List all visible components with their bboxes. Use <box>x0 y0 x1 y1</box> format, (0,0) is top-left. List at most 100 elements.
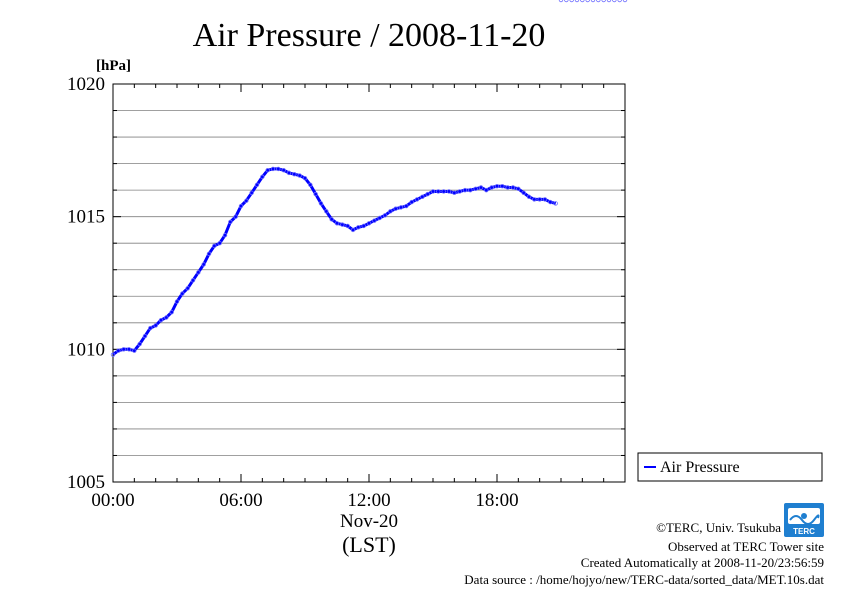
y-tick-labels: 1005 1010 1015 1020 <box>67 74 105 493</box>
data-point <box>265 168 270 173</box>
data-point <box>206 251 212 257</box>
data-point <box>441 189 446 194</box>
data-point <box>329 217 334 222</box>
data-point <box>542 197 548 202</box>
data-point <box>270 166 276 172</box>
data-point <box>148 325 153 331</box>
data-point <box>585 0 590 3</box>
data-point <box>473 186 478 192</box>
data-point <box>393 206 398 211</box>
data-point <box>185 286 190 291</box>
data-point <box>324 209 329 214</box>
plot-frame <box>112 83 626 483</box>
x-date-label: Nov-20 <box>340 511 398 532</box>
legend-label-air-pressure: Air Pressure <box>660 459 740 476</box>
x-tick-label: 18:00 <box>475 490 518 511</box>
data-point <box>558 0 564 3</box>
observed-text: Observed at TERC Tower site <box>668 539 824 554</box>
data-point <box>601 0 606 3</box>
data-point <box>388 209 393 214</box>
data-point <box>238 203 244 209</box>
data-point <box>356 225 361 230</box>
data-point <box>500 183 505 189</box>
data-point <box>260 174 265 180</box>
data-point <box>286 170 292 176</box>
data-point <box>334 221 340 226</box>
data-point <box>132 348 137 353</box>
data-point <box>158 317 164 323</box>
data-point <box>196 270 201 275</box>
data-point <box>409 199 414 205</box>
data-point <box>308 182 313 188</box>
data-point <box>526 194 532 199</box>
data-point <box>489 185 494 190</box>
data-point <box>382 213 388 218</box>
data-point <box>174 299 180 304</box>
data-point <box>297 173 302 178</box>
data-point <box>228 219 233 225</box>
data-point <box>281 168 286 173</box>
copyright-text: ©TERC, Univ. Tsukuba <box>656 520 781 535</box>
terc-logo: TERC <box>784 503 824 537</box>
data-point <box>361 223 366 229</box>
data-point <box>212 243 217 249</box>
x-tick-labels: 00:00 06:00 12:00 18:00 <box>91 490 518 511</box>
data-point <box>414 197 420 202</box>
data-point <box>276 166 281 172</box>
data-point <box>420 194 425 199</box>
x-axis-label: (LST) <box>342 532 396 557</box>
data-point <box>425 191 430 197</box>
data-point <box>462 187 468 193</box>
terc-logo-text: TERC <box>793 527 815 536</box>
series-line-air-pressure <box>112 167 557 356</box>
data-point <box>153 323 158 328</box>
x-tick-label: 00:00 <box>91 490 134 511</box>
data-point <box>292 172 297 177</box>
y-tick-label: 1015 <box>67 207 105 228</box>
x-tick-label: 12:00 <box>347 490 390 511</box>
data-point <box>436 189 441 194</box>
data-point <box>553 201 558 206</box>
data-point <box>137 341 142 347</box>
data-point <box>190 278 196 283</box>
data-point <box>244 198 249 203</box>
data-point <box>617 0 622 3</box>
y-tick-label: 1005 <box>67 472 105 493</box>
data-point <box>430 189 436 194</box>
data-point <box>590 0 596 3</box>
data-point <box>142 333 148 339</box>
data-point <box>313 191 318 197</box>
data-point <box>505 185 510 190</box>
data-point <box>574 0 580 3</box>
chart-title: Air Pressure / 2008-11-20 <box>193 17 546 54</box>
data-point <box>164 315 169 320</box>
data-point <box>110 352 116 357</box>
y-tick-label: 1020 <box>67 74 105 95</box>
data-point <box>580 0 585 3</box>
data-point <box>569 0 574 3</box>
droplet-icon <box>801 513 807 519</box>
data-point <box>404 203 409 209</box>
x-tick-label: 06:00 <box>219 490 262 511</box>
created-text: Created Automatically at 2008-11-20/23:5… <box>581 555 824 570</box>
data-point <box>446 189 452 194</box>
data-point <box>169 309 174 315</box>
data-point <box>457 189 462 194</box>
data-point <box>217 240 222 246</box>
data-point <box>377 215 382 221</box>
legend: Air Pressure <box>637 452 823 482</box>
legend-box <box>637 452 823 482</box>
source-text: Data source : /home/hojyo/new/TERC-data/… <box>464 572 824 587</box>
grid-lines <box>113 110 625 456</box>
data-point <box>233 214 238 219</box>
data-point <box>494 183 500 189</box>
wave-icon <box>789 514 820 525</box>
data-point <box>548 199 553 205</box>
data-point <box>622 0 628 3</box>
y-axis-unit: [hPa] <box>96 58 131 74</box>
data-point <box>484 187 489 193</box>
series-points-air-pressure <box>110 0 628 357</box>
data-point <box>366 221 372 226</box>
data-point <box>606 0 612 3</box>
